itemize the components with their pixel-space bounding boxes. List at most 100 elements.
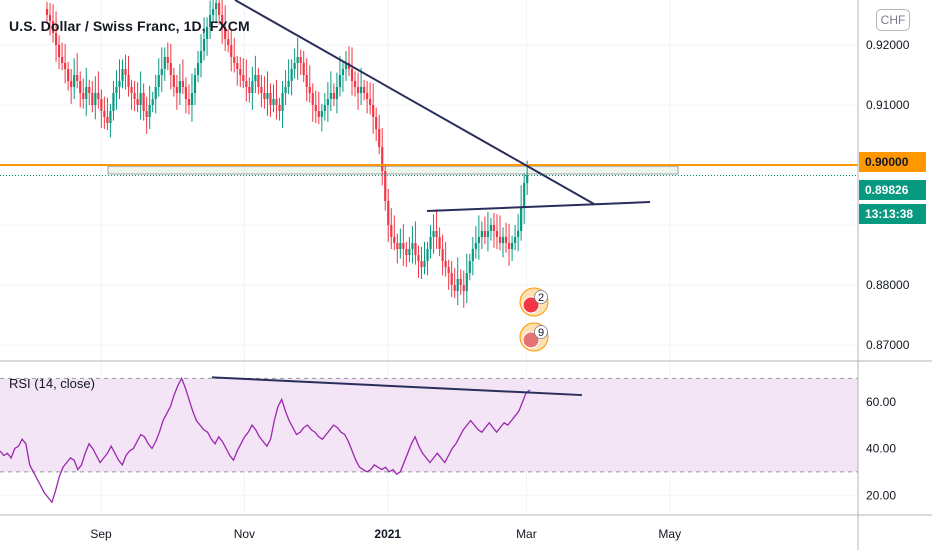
candle-body (233, 57, 236, 63)
countdown-tag: 13:13:38 (859, 204, 926, 224)
candle-body (224, 27, 227, 39)
candle-body (284, 87, 287, 93)
candle-body (175, 87, 178, 93)
x-tick-label: 2021 (374, 527, 401, 541)
candle-body (483, 231, 486, 237)
candle-body (202, 39, 206, 51)
candle-body (423, 261, 426, 267)
candle-body (290, 69, 293, 81)
candle-body (390, 225, 393, 237)
candle-body (190, 93, 194, 105)
candle-body (456, 279, 459, 291)
candle-body (414, 243, 417, 255)
candle-body (254, 75, 257, 81)
candle-body (326, 99, 329, 105)
candle-body (311, 93, 314, 105)
candle-body (402, 243, 405, 249)
candle-body (504, 237, 508, 243)
candle-body (45, 9, 49, 15)
candle-body (212, 9, 215, 15)
candle-body (474, 243, 477, 249)
candle-body (347, 63, 351, 69)
candle-body (51, 21, 55, 33)
candle-body (118, 81, 121, 87)
chart-overlays[interactable] (0, 0, 858, 212)
candle-body (420, 261, 423, 267)
candle-body (411, 243, 414, 249)
candle-body (112, 93, 115, 111)
candle-body (438, 237, 441, 249)
x-tick-label: Nov (234, 527, 255, 541)
candle-body (61, 57, 64, 63)
range-box-rect (107, 165, 679, 175)
candle-body (501, 237, 505, 243)
candle-body (172, 75, 175, 87)
us-flag-icon (522, 331, 540, 349)
candle-body (260, 87, 263, 93)
candle-body (359, 87, 363, 93)
price-tick-label: 0.91000 (866, 98, 910, 112)
level-price-tag: 0.90000 (859, 152, 926, 172)
candle-body (48, 15, 52, 21)
candle-body (136, 99, 139, 105)
candle-body (106, 117, 109, 123)
candle-body (275, 99, 278, 105)
candle-body (227, 39, 230, 45)
candle-body (145, 111, 148, 117)
us-event-marker[interactable]: 9 (519, 322, 549, 352)
last-price-tag: 0.89826 (859, 180, 926, 200)
candle-body (215, 3, 218, 9)
candle-body (302, 63, 305, 75)
candle-body (79, 81, 82, 93)
candle-body (133, 93, 136, 99)
swiss-event-marker[interactable]: 2 (519, 287, 549, 317)
candle-body (417, 255, 420, 261)
chart-title: U.S. Dollar / Swiss Franc, 1D, FXCM (9, 18, 250, 34)
candle-body (251, 81, 254, 93)
event-count-label: 9 (538, 327, 544, 339)
event-markers[interactable]: 29 (519, 287, 549, 352)
candle-body (166, 57, 169, 63)
candle-body (498, 237, 502, 243)
candle-body (157, 75, 160, 87)
event-count-label: 2 (538, 292, 544, 304)
rsi-label[interactable]: RSI (14, close) (9, 376, 95, 391)
candle-body (281, 93, 284, 111)
candle-body (441, 249, 444, 261)
range-box (107, 165, 679, 175)
candle-body (245, 81, 248, 87)
candle-body (73, 75, 76, 87)
candle-body (151, 99, 154, 105)
candle-body (184, 87, 188, 99)
currency-badge[interactable]: CHF (876, 9, 910, 31)
candle-body (187, 99, 191, 105)
candle-body (447, 267, 450, 273)
rsi-band (0, 377, 858, 473)
candle-body (236, 63, 239, 69)
candle-body (293, 63, 296, 69)
candle-body (199, 51, 203, 63)
candle-body (468, 261, 471, 273)
candle-body (393, 237, 396, 243)
candle-body (272, 99, 275, 105)
candle-body (88, 87, 91, 93)
candle-body (67, 69, 70, 81)
candle-body (344, 63, 348, 69)
candle-body (121, 69, 124, 81)
candlestick-series[interactable] (45, 0, 529, 308)
candle-body (82, 93, 85, 99)
candle-body (408, 249, 411, 255)
rsi-tick-label: 60.00 (866, 395, 896, 409)
candle-body (335, 87, 339, 99)
candle-body (356, 87, 360, 93)
candle-body (266, 93, 269, 99)
candle-body (196, 63, 200, 75)
rsi-line (0, 376, 531, 504)
x-tick-label: Mar (516, 527, 537, 541)
candle-body (405, 249, 408, 255)
rsi-tick-label: 40.00 (866, 442, 896, 456)
candle-body (317, 111, 320, 117)
candle-body (514, 237, 517, 243)
